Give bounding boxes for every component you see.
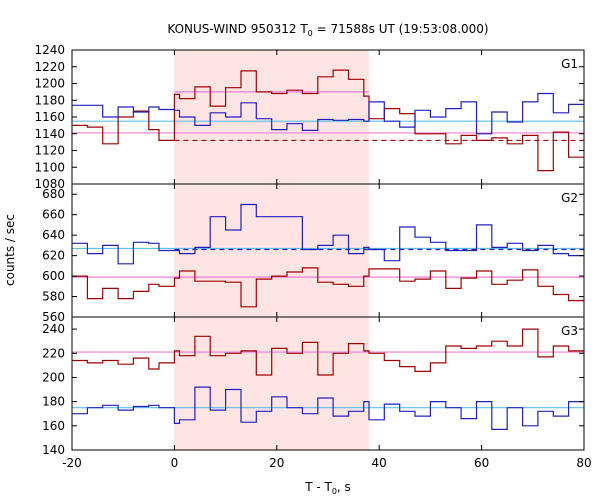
g1-y-tick-label: 1240	[34, 43, 65, 57]
g2-panel-label: G2	[561, 191, 578, 205]
axes	[71, 49, 585, 451]
g3-y-tick-label: 240	[42, 322, 65, 336]
x-tick-label: 60	[474, 456, 489, 470]
g3-y-tick-label: 140	[42, 443, 65, 457]
g3-y-tick-label: 180	[42, 395, 65, 409]
g3-red-series	[72, 328, 584, 376]
g1-y-tick-label: 1080	[34, 177, 65, 191]
g1-y-tick-label: 1100	[34, 160, 65, 174]
x-tick-label: 0	[171, 456, 179, 470]
g2-y-tick-label: 640	[42, 228, 65, 242]
g1-y-tick-label: 1160	[34, 110, 65, 124]
g3-panel-frame	[71, 316, 585, 451]
g3-y-tick-label: 160	[42, 419, 65, 433]
series-lines	[72, 69, 584, 430]
g1-y-tick-label: 1200	[34, 77, 65, 91]
g1-y-tick-label: 1220	[34, 60, 65, 74]
chart-title: KONUS-WIND 950312 T0 = 71588s UT (19:53:…	[167, 22, 488, 38]
g1-y-tick-label: 1140	[34, 127, 65, 141]
g2-y-tick-label: 580	[42, 290, 65, 304]
g2-blue-series	[72, 203, 584, 265]
x-tick-label: -20	[62, 456, 82, 470]
tick-labels: 1080 1100 1120 1140 1160 1180 1200 1220 1240 G1 56…	[34, 43, 591, 470]
g1-y-tick-label: 1180	[34, 93, 65, 107]
g1-red-series	[72, 69, 584, 172]
g2-y-tick-label: 560	[42, 310, 65, 324]
x-tick-label: 40	[372, 456, 387, 470]
x-tick-label: 80	[576, 456, 591, 470]
g2-y-tick-label: 660	[42, 208, 65, 222]
g1-blue-series	[72, 92, 584, 135]
g2-y-tick-label: 680	[42, 187, 65, 201]
g3-y-tick-label: 200	[42, 370, 65, 384]
x-tick-label: 20	[269, 456, 284, 470]
x-axis-label: T - T0, s	[304, 480, 351, 496]
g3-blue-series	[72, 386, 584, 430]
g2-y-tick-label: 600	[42, 269, 65, 283]
g3-panel-label: G3	[561, 324, 578, 338]
y-axis-label: counts / sec	[3, 214, 17, 286]
g2-y-tick-label: 620	[42, 249, 65, 263]
g3-y-tick-label: 220	[42, 346, 65, 360]
g2-red-series	[72, 267, 584, 308]
g1-panel-label: G1	[561, 57, 578, 71]
g1-y-tick-label: 1120	[34, 144, 65, 158]
